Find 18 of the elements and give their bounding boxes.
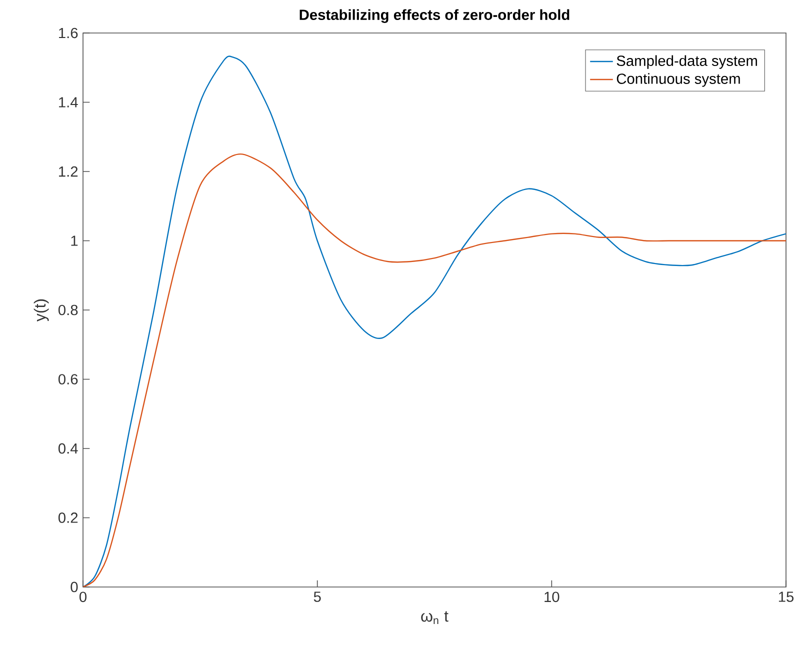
legend-label: Sampled-data system xyxy=(616,55,757,69)
y-tick-label: 0.2 xyxy=(58,512,78,523)
y-axis-title: y(t) xyxy=(34,299,49,322)
chart-title: Destabilizing effects of zero-order hold xyxy=(300,9,570,23)
y-tick-label: 0.4 xyxy=(58,443,78,454)
y-tick-label: 0.8 xyxy=(58,304,78,316)
x-axis-title: ω$_{n}$ t xyxy=(421,611,448,624)
y-tick-label: 1 xyxy=(71,236,78,246)
y-tick-label: 1.4 xyxy=(59,97,78,108)
y-tick-label: 0 xyxy=(70,582,78,592)
x-tick-label: 5 xyxy=(314,592,321,602)
y-tick-label: 1.2 xyxy=(59,166,78,177)
y-tick-label: 1.6 xyxy=(59,28,78,38)
x-tick-label: 15 xyxy=(778,592,794,602)
x-tick-label: 10 xyxy=(544,592,560,602)
x-tick-label: 0 xyxy=(79,592,86,602)
y-tick-label: 0.6 xyxy=(58,374,78,384)
legend-label: Continuous system xyxy=(616,73,740,87)
